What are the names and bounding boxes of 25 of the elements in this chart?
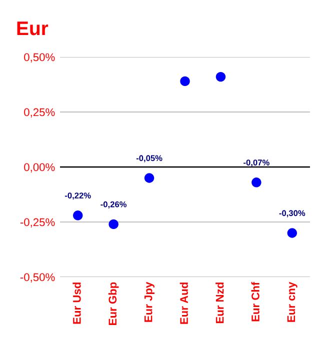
data-label: -0,07%	[244, 160, 270, 167]
x-tick-label: Eur cny	[287, 282, 298, 322]
x-tick-label: Eur Usd	[72, 282, 81, 324]
x-tick-label: Eur Jpy	[144, 282, 154, 322]
point	[72, 210, 83, 220]
point	[144, 173, 154, 183]
y-tick-label: -0,25%	[20, 218, 55, 228]
x-tick-label: Eur Nzd	[216, 282, 224, 324]
x-tick-label: Eur Gbp	[108, 282, 119, 325]
point	[216, 72, 226, 82]
y-tick-label: 0,50%	[24, 53, 55, 62]
y-tick-label: 0,00%	[24, 163, 55, 172]
data-label: -0,05%	[136, 155, 162, 162]
y-tick-label: -0,50%	[20, 273, 55, 282]
point	[180, 76, 190, 86]
data-label: -0,26%	[100, 201, 127, 208]
x-tick-label: Eur Aud	[180, 282, 188, 324]
y-tick-label: 0,25%	[24, 108, 55, 118]
x-tick-label: Eur Chf	[251, 282, 260, 322]
point	[252, 178, 262, 188]
data-label: -0,30%	[279, 210, 306, 218]
data-label: -0,22%	[64, 192, 91, 200]
point	[287, 228, 298, 238]
point	[108, 219, 118, 230]
chart-title: Eur	[17, 22, 48, 36]
